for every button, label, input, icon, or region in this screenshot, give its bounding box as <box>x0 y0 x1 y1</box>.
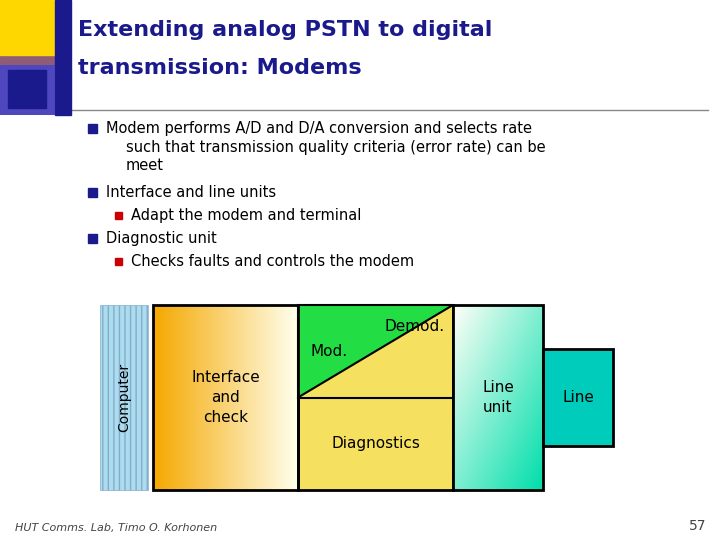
Bar <box>0 65 55 115</box>
Bar <box>8 70 46 108</box>
Text: Diagnostics: Diagnostics <box>331 436 420 451</box>
Polygon shape <box>0 55 55 115</box>
Text: 57: 57 <box>688 519 706 533</box>
Bar <box>114 258 122 265</box>
Bar <box>543 349 613 445</box>
Bar <box>298 305 453 490</box>
Bar <box>153 305 298 490</box>
Text: Interface
and
check: Interface and check <box>191 370 260 425</box>
Text: meet: meet <box>126 158 164 173</box>
Text: Extending analog PSTN to digital: Extending analog PSTN to digital <box>78 20 492 40</box>
Text: Diagnostic unit: Diagnostic unit <box>106 231 217 246</box>
Text: Modem performs A/D and D/A conversion and selects rate: Modem performs A/D and D/A conversion an… <box>106 121 532 136</box>
Text: HUT Comms. Lab, Timo O. Korhonen: HUT Comms. Lab, Timo O. Korhonen <box>15 523 217 533</box>
Text: Checks faults and controls the modem: Checks faults and controls the modem <box>131 254 414 269</box>
Bar <box>0 55 55 115</box>
Polygon shape <box>298 305 453 397</box>
Text: Adapt the modem and terminal: Adapt the modem and terminal <box>131 208 361 223</box>
Bar <box>88 233 96 242</box>
Bar <box>100 305 148 490</box>
Text: transmission: Modems: transmission: Modems <box>78 58 361 78</box>
Bar <box>88 124 96 132</box>
Text: Interface and line units: Interface and line units <box>106 185 276 200</box>
Text: such that transmission quality criteria (error rate) can be: such that transmission quality criteria … <box>126 140 546 155</box>
Text: Line: Line <box>562 390 594 405</box>
Bar <box>114 212 122 219</box>
Bar <box>0 0 55 55</box>
Text: Demod.: Demod. <box>385 319 445 334</box>
Text: Computer: Computer <box>117 363 131 432</box>
Bar <box>55 0 71 115</box>
Bar <box>88 187 96 197</box>
Bar <box>453 305 543 490</box>
Text: Line
unit: Line unit <box>482 380 514 415</box>
Text: Mod.: Mod. <box>310 344 347 359</box>
